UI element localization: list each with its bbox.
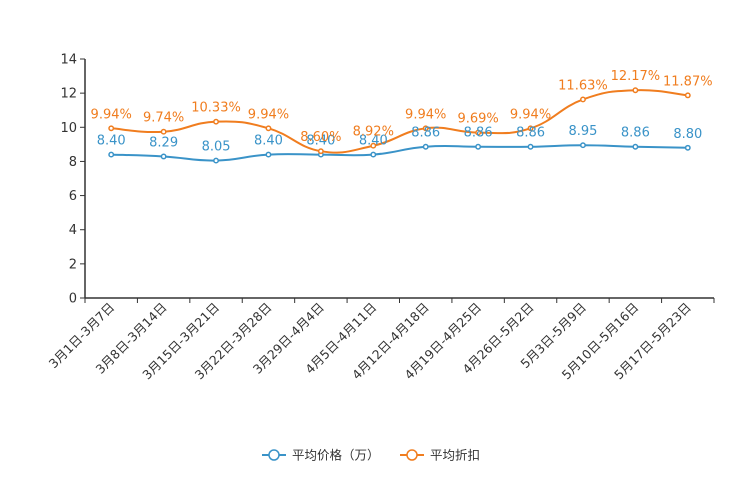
y-tick-label: 10 bbox=[60, 121, 77, 136]
data-label: 9.94% bbox=[510, 107, 551, 122]
data-label: 8.40 bbox=[359, 134, 388, 149]
data-point[interactable] bbox=[422, 125, 429, 132]
data-point[interactable] bbox=[265, 125, 272, 132]
data-label: 9.94% bbox=[91, 107, 132, 122]
y-tick-label: 2 bbox=[69, 257, 77, 272]
data-label: 11.87% bbox=[663, 74, 713, 89]
data-point[interactable] bbox=[632, 87, 639, 94]
data-point[interactable] bbox=[527, 125, 534, 132]
data-label: 10.33% bbox=[191, 101, 241, 116]
data-labels: 8.40 8.29 8.05 8.40 8.40 8.40 8.86 8.86 8.86 8.95… bbox=[91, 69, 713, 154]
y-tick-label: 0 bbox=[69, 292, 77, 307]
data-point[interactable] bbox=[108, 125, 115, 132]
data-point[interactable] bbox=[475, 129, 482, 136]
y-tick-label: 8 bbox=[69, 155, 77, 170]
data-point[interactable] bbox=[632, 143, 639, 150]
data-point[interactable] bbox=[422, 143, 429, 150]
data-label: 9.94% bbox=[405, 107, 446, 122]
data-point[interactable] bbox=[370, 142, 377, 149]
data-label: 8.40 bbox=[306, 134, 335, 149]
data-label: 8.05 bbox=[202, 140, 231, 155]
legend-label: 平均价格（万） bbox=[292, 448, 380, 463]
legend-label: 平均折扣 bbox=[430, 448, 480, 463]
y-tick-label: 12 bbox=[60, 87, 77, 102]
data-label: 8.92% bbox=[353, 125, 394, 140]
data-label: 8.86 bbox=[464, 126, 493, 141]
data-point[interactable] bbox=[265, 151, 272, 158]
data-label: 9.69% bbox=[457, 112, 498, 127]
axes: 024681012143月1日-3月7日3月8日-3月14日3月15日-3月21… bbox=[46, 53, 715, 382]
data-point[interactable] bbox=[684, 92, 691, 99]
legend-item-1[interactable]: 平均折扣 bbox=[400, 448, 480, 463]
data-label: 8.40 bbox=[254, 134, 283, 149]
data-point[interactable] bbox=[108, 151, 115, 158]
data-label: 8.60% bbox=[300, 130, 341, 145]
data-label: 8.86 bbox=[411, 126, 440, 141]
y-tick-label: 4 bbox=[69, 223, 77, 238]
data-label: 8.86 bbox=[516, 126, 545, 141]
data-point[interactable] bbox=[213, 157, 219, 164]
data-label: 11.63% bbox=[558, 78, 608, 93]
series-points bbox=[108, 87, 691, 164]
series-lines bbox=[111, 89, 688, 162]
data-point[interactable] bbox=[160, 128, 167, 135]
legend-item-0[interactable]: 平均价格（万） bbox=[262, 448, 380, 463]
legend-marker-icon bbox=[406, 449, 418, 461]
data-label: 8.29 bbox=[149, 135, 178, 150]
y-tick-label: 6 bbox=[69, 189, 77, 204]
legend-marker-icon bbox=[268, 449, 280, 461]
data-point[interactable] bbox=[527, 143, 534, 150]
data-label: 8.80 bbox=[673, 127, 702, 142]
data-point[interactable] bbox=[160, 153, 167, 160]
data-label: 8.86 bbox=[621, 126, 650, 141]
data-point[interactable] bbox=[213, 118, 219, 125]
data-label: 9.94% bbox=[248, 107, 289, 122]
data-label: 8.95 bbox=[568, 124, 597, 139]
data-point[interactable] bbox=[684, 144, 691, 151]
legend[interactable]: 平均价格（万） 平均折扣 bbox=[262, 448, 480, 463]
y-tick-label: 14 bbox=[60, 53, 77, 68]
data-point[interactable] bbox=[580, 142, 586, 149]
data-point[interactable] bbox=[317, 148, 324, 155]
data-label: 8.40 bbox=[97, 134, 126, 149]
data-label: 9.74% bbox=[143, 111, 184, 126]
data-point[interactable] bbox=[370, 151, 377, 158]
series-line-0 bbox=[111, 144, 688, 162]
series-line-1 bbox=[111, 89, 688, 154]
data-point[interactable] bbox=[475, 143, 482, 150]
data-label: 12.17% bbox=[611, 69, 661, 84]
data-point[interactable] bbox=[580, 96, 586, 103]
